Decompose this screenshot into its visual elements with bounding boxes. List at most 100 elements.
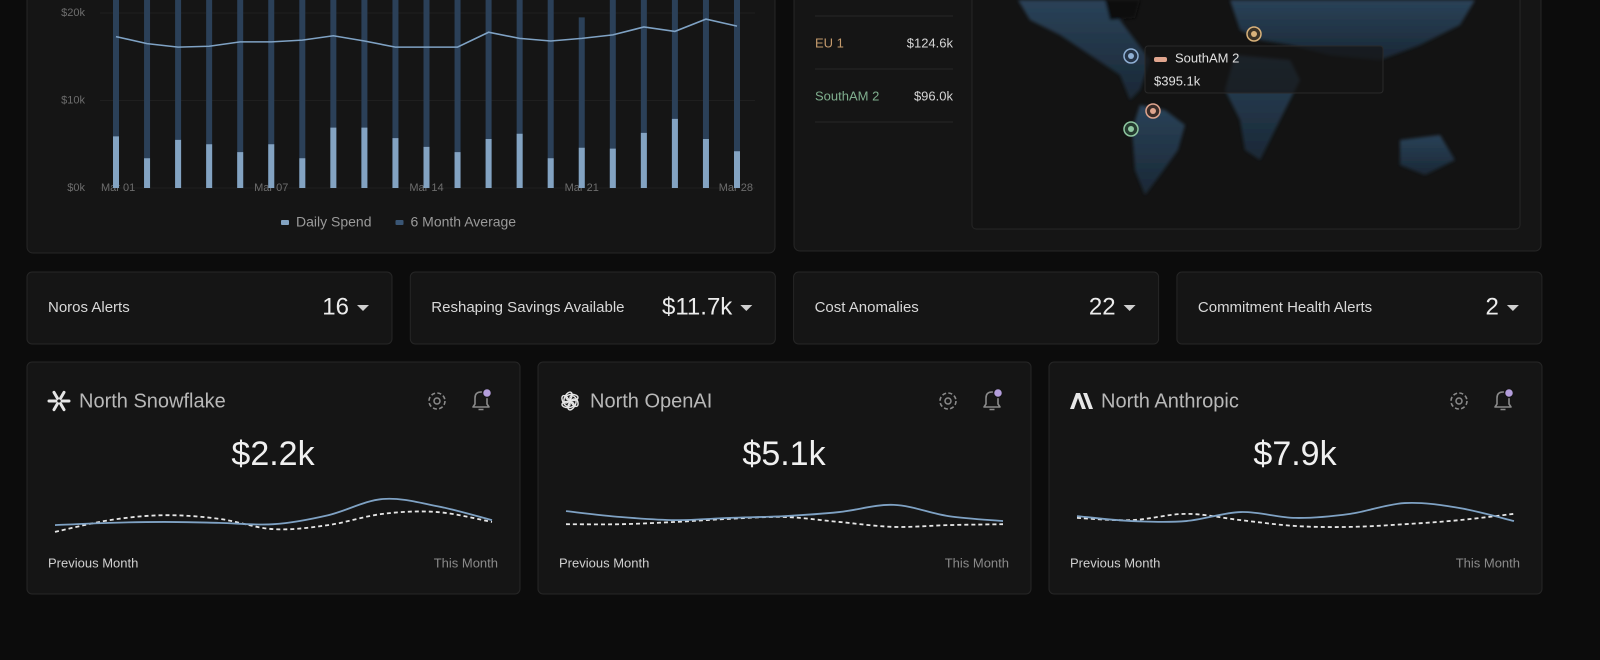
period-end-label: This Month bbox=[1456, 555, 1520, 570]
bar bbox=[144, 158, 151, 188]
alert-card[interactable] bbox=[1176, 271, 1543, 345]
bar bbox=[702, 0, 709, 188]
bar bbox=[547, 158, 554, 188]
bar bbox=[702, 139, 709, 188]
card-title: North Anthropic bbox=[1101, 390, 1239, 412]
settings-icon[interactable] bbox=[939, 392, 957, 410]
cost-card bbox=[537, 361, 1032, 595]
period-end-label: This Month bbox=[945, 555, 1009, 570]
sparkline bbox=[1076, 501, 1515, 523]
icon-stroke bbox=[561, 394, 571, 408]
map-marker bbox=[1128, 126, 1134, 132]
bar bbox=[516, 133, 523, 188]
y-tick-label: $0k bbox=[67, 182, 85, 194]
bar bbox=[144, 0, 151, 188]
icon-stroke bbox=[561, 400, 575, 409]
bar bbox=[578, 17, 585, 188]
tooltip-name: SouthAM 2 bbox=[1175, 50, 1239, 65]
map-marker bbox=[1150, 108, 1156, 114]
bar bbox=[423, 146, 430, 188]
continent bbox=[1132, 105, 1185, 195]
bar bbox=[268, 144, 275, 188]
bar bbox=[299, 0, 306, 188]
icon-stroke bbox=[565, 393, 579, 402]
continent bbox=[1400, 135, 1455, 175]
icon-stroke bbox=[59, 390, 66, 400]
icon-stroke bbox=[59, 402, 66, 412]
legend-swatch bbox=[281, 220, 289, 225]
tooltip-swatch bbox=[1154, 57, 1167, 62]
alert-card[interactable] bbox=[793, 271, 1160, 345]
card-amount: $5.1k bbox=[742, 435, 826, 473]
region-name: EU 1 bbox=[815, 35, 844, 50]
dropdown-caret[interactable] bbox=[1123, 305, 1136, 311]
bar bbox=[547, 0, 554, 188]
bar bbox=[578, 147, 585, 188]
anthropic-icon bbox=[1070, 393, 1093, 409]
legend-label: Daily Spend bbox=[296, 214, 372, 230]
notification-dot bbox=[481, 387, 493, 399]
bar bbox=[454, 152, 461, 188]
bar bbox=[113, 0, 119, 188]
alert-card[interactable] bbox=[26, 271, 393, 345]
bar bbox=[734, 0, 740, 188]
snowflake-icon bbox=[47, 390, 71, 412]
bar bbox=[392, 138, 399, 188]
bar bbox=[361, 127, 368, 188]
bar bbox=[175, 0, 182, 188]
openai-icon bbox=[561, 391, 579, 411]
icon-stroke bbox=[52, 402, 59, 412]
alert-label: Reshaping Savings Available bbox=[431, 299, 624, 316]
bar bbox=[361, 0, 368, 188]
y-tick-label: $10k bbox=[61, 94, 85, 106]
bar bbox=[671, 118, 678, 188]
y-tick-label: $20k bbox=[61, 7, 85, 19]
region-value: $124.6k bbox=[907, 35, 954, 50]
bar bbox=[175, 139, 182, 188]
bar bbox=[671, 0, 678, 188]
sparkline bbox=[54, 510, 493, 533]
bar bbox=[609, 148, 616, 188]
map-markers bbox=[1123, 26, 1262, 137]
tooltip-value: $395.1k bbox=[1154, 73, 1201, 88]
alert-value: 16 bbox=[322, 293, 349, 320]
alert-card[interactable] bbox=[409, 271, 776, 345]
settings-icon-core bbox=[1455, 397, 1463, 405]
continent bbox=[1230, 0, 1475, 60]
spend-card bbox=[26, 0, 776, 254]
notification-dot bbox=[992, 387, 1004, 399]
bar bbox=[609, 0, 616, 188]
sparkline bbox=[54, 497, 493, 526]
bar bbox=[423, 0, 430, 188]
bar bbox=[113, 136, 119, 188]
period-start-label: Previous Month bbox=[48, 555, 138, 570]
map-tooltip bbox=[1144, 45, 1384, 94]
bar bbox=[485, 139, 492, 188]
bar bbox=[454, 0, 461, 188]
bar bbox=[640, 132, 647, 188]
bar bbox=[237, 0, 244, 188]
settings-icon-core bbox=[433, 397, 441, 405]
bar bbox=[485, 0, 492, 188]
bar bbox=[206, 0, 213, 188]
alert-label: Cost Anomalies bbox=[815, 299, 919, 316]
bar bbox=[206, 144, 213, 188]
alert-value: 22 bbox=[1089, 293, 1116, 320]
legend-label: 6 Month Average bbox=[411, 214, 517, 230]
dropdown-caret[interactable] bbox=[1506, 305, 1519, 311]
dropdown-caret[interactable] bbox=[357, 305, 369, 311]
settings-icon[interactable] bbox=[1450, 392, 1468, 410]
settings-icon[interactable] bbox=[428, 392, 446, 410]
alert-value: $11.7k bbox=[662, 293, 733, 320]
bar bbox=[516, 0, 523, 188]
alert-label: Commitment Health Alerts bbox=[1198, 299, 1372, 316]
card-amount: $2.2k bbox=[231, 435, 315, 473]
bar bbox=[330, 0, 337, 188]
bar bbox=[237, 152, 244, 188]
dropdown-caret[interactable] bbox=[740, 305, 753, 311]
notification-dot bbox=[1503, 387, 1515, 399]
region-value: $96.0k bbox=[914, 88, 954, 103]
icon-stroke bbox=[563, 391, 573, 404]
map-marker bbox=[1128, 53, 1134, 59]
